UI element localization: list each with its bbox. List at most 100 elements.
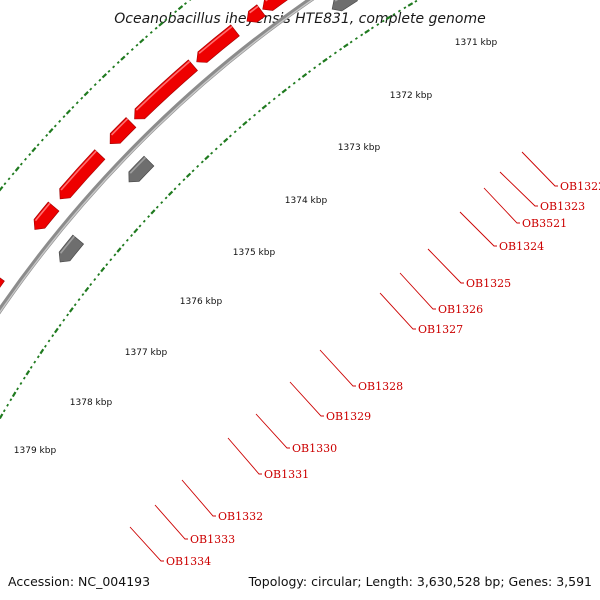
inner-dot	[182, 178, 186, 182]
gene-label-ob1330[interactable]: OB1330	[292, 442, 337, 455]
inner-dot	[257, 109, 261, 113]
inner-dot	[105, 263, 109, 267]
gene-block[interactable]	[196, 24, 240, 63]
gene-leader-line	[227, 437, 262, 475]
inner-dot	[51, 334, 55, 338]
inner-dot	[376, 23, 380, 26]
scale-dot	[135, 43, 139, 47]
gene-block[interactable]	[262, 0, 303, 11]
gene-label-ob1327[interactable]: OB1327	[418, 323, 463, 336]
inner-dot	[116, 247, 122, 253]
inner-dot	[185, 172, 192, 178]
scale-dot	[174, 10, 178, 14]
inner-dot	[322, 57, 328, 63]
inner-dot	[68, 307, 74, 313]
rna-gene-block[interactable]	[58, 234, 85, 263]
gene-leader-line	[499, 171, 538, 207]
gene-label-ob1322[interactable]: OB1322	[560, 180, 600, 193]
genome-backbone-highlight	[0, 0, 314, 314]
gene-label-ob1333[interactable]: OB1333	[190, 533, 235, 546]
inner-dot	[150, 209, 156, 215]
inner-dot	[301, 73, 308, 78]
gene-track	[0, 0, 358, 297]
inner-dot	[22, 376, 26, 380]
scale-dot	[101, 73, 108, 79]
scale-dot	[154, 26, 158, 30]
gene-block-highlight	[59, 235, 75, 254]
scale-dot	[0, 185, 4, 192]
inner-dot	[97, 273, 101, 277]
gene-leader-line	[181, 479, 216, 517]
inner-dot	[292, 81, 296, 85]
gene-block-highlight	[265, 0, 269, 2]
inner-dot	[100, 266, 106, 273]
inner-dot	[397, 9, 401, 13]
inner-dot	[210, 151, 214, 155]
gene-label-ob1326[interactable]: OB1326	[438, 303, 483, 316]
gene-leader-line	[379, 292, 416, 330]
inner-dot	[267, 101, 271, 105]
inner-dot	[277, 93, 281, 97]
inner-dot	[308, 70, 312, 74]
gene-label-ob1323[interactable]: OB1323	[540, 200, 585, 213]
gene-leader-line	[319, 349, 356, 387]
scale-dot	[158, 21, 164, 27]
gene-block-highlight	[198, 25, 233, 54]
scale-dot	[3, 182, 7, 186]
inner-dot	[125, 238, 129, 242]
gene-label-ob1325[interactable]: OB1325	[466, 277, 511, 290]
gene-block[interactable]	[246, 4, 266, 23]
inner-dot	[33, 360, 37, 364]
gene-label-ob1331[interactable]: OB1331	[264, 468, 309, 481]
inner-dot	[297, 77, 301, 81]
gene-leader-line	[521, 151, 558, 187]
gene-block[interactable]	[59, 149, 106, 200]
inner-dot	[281, 88, 287, 94]
gene-leader-line	[154, 504, 188, 540]
inner-dot	[54, 327, 59, 334]
scale-label-1372: 1372 kbp	[390, 91, 433, 101]
gene-block[interactable]	[0, 273, 5, 297]
inner-dot	[0, 413, 4, 420]
inner-dot	[223, 137, 229, 143]
scale-dot	[24, 157, 27, 161]
scale-dot	[80, 96, 84, 100]
scale-label-1376: 1376 kbp	[180, 297, 223, 307]
gene-block[interactable]	[134, 59, 198, 120]
inner-dot	[328, 55, 332, 59]
scale-dot	[89, 87, 93, 91]
inner-dot	[133, 228, 139, 234]
inner-dot	[261, 104, 268, 110]
gene-label-ob1332[interactable]: OB1332	[218, 510, 263, 523]
inner-dot	[403, 6, 407, 10]
rna-gene-block[interactable]	[128, 155, 155, 183]
gene-label-ob1328[interactable]: OB1328	[358, 380, 403, 393]
scale-dot	[164, 18, 168, 22]
scale-dot	[93, 83, 97, 87]
scale-dot	[31, 146, 37, 153]
gene-block-highlight	[60, 150, 97, 191]
gene-label-ob1324[interactable]: OB1324	[499, 240, 544, 253]
scale-dot	[98, 78, 102, 82]
gene-leader-line	[129, 526, 164, 562]
gene-label-ob1329[interactable]: OB1329	[326, 410, 371, 423]
gene-label-ob1334[interactable]: OB1334	[166, 555, 211, 568]
inner-dot	[219, 143, 223, 147]
inner-dot	[343, 43, 349, 49]
inner-dot	[39, 348, 45, 355]
inner-dot	[349, 40, 353, 44]
rna-gene-block[interactable]	[331, 0, 358, 12]
scale-dotted-arc	[0, 0, 192, 192]
inner-dot	[109, 258, 113, 262]
gene-label-ob3521[interactable]: OB3521	[522, 217, 567, 230]
gene-leader-line	[289, 381, 324, 417]
inner-dot	[147, 215, 151, 219]
inner-dot	[177, 182, 181, 186]
gene-block[interactable]	[33, 201, 60, 230]
inner-dot	[36, 355, 40, 359]
gene-block-highlight	[129, 157, 146, 174]
inner-dot	[287, 85, 291, 89]
gene-block[interactable]	[109, 117, 137, 145]
